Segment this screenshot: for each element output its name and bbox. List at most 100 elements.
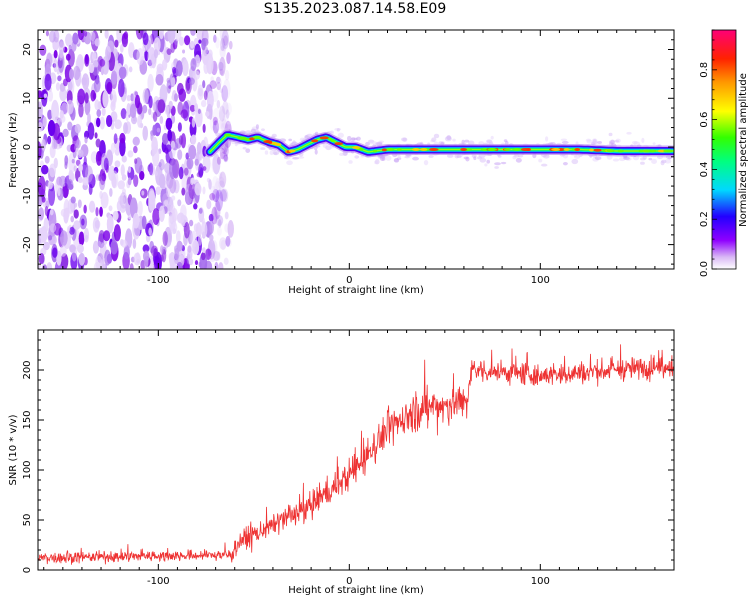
noise-speckle [200,252,206,261]
noise-speckle [110,170,119,189]
noise-speckle [62,128,69,138]
noise-speckle [193,203,198,210]
noise-speckle [99,116,106,130]
noise-speckle [212,153,221,175]
noise-speckle [103,157,109,171]
noise-speckle [224,211,229,220]
spectrogram-xtick-label: -100 [147,275,170,286]
noise-speckle [88,183,93,195]
spectrogram-content [38,30,674,269]
noise-speckle [133,145,138,154]
ridge-hotspot [330,139,336,143]
noise-speckle [225,102,232,116]
noise-speckle [49,163,56,178]
noise-speckle [38,141,42,161]
ridge-halo-speckle [652,142,656,146]
ridge-halo-speckle [292,156,300,160]
noise-speckle [221,122,226,128]
noise-speckle [222,100,229,115]
noise-speckle [206,199,212,210]
ridge-halo-speckle [372,141,378,146]
ridge-halo-speckle [585,138,592,142]
noise-speckle [177,149,183,161]
ridge-halo-speckle [543,154,550,159]
noise-speckle [215,189,224,212]
noise-speckle [155,186,162,195]
noise-speckle [219,189,228,202]
ridge-halo-speckle [314,149,318,155]
noise-speckle [216,156,222,165]
noise-speckle [57,75,62,82]
spectrogram-ytick-label: -10 [22,188,33,204]
ridge-halo-speckle [322,143,328,148]
ridge-hotspot [487,148,498,151]
noise-speckle [67,81,73,91]
ridge-halo-speckle [255,124,259,130]
noise-speckle [212,107,220,123]
noise-speckle [121,155,127,163]
noise-speckle [169,221,178,235]
colorbar-frame [711,29,737,270]
ridge-hotspot [643,149,652,153]
noise-speckle [219,171,227,188]
noise-speckle [47,90,54,102]
ridge-hotspot [520,148,530,151]
noise-speckle [167,129,173,142]
noise-speckle [148,95,153,109]
noise-speckle [121,32,129,48]
ridge-hotspot [352,146,361,150]
noise-speckle [208,240,213,250]
noise-speckle [212,211,220,221]
noise-speckle [167,30,176,44]
ridge-halo-speckle [245,130,252,134]
noise-speckle [88,63,95,74]
noise-speckle [119,44,124,53]
ridge-hotspot [288,149,296,153]
noise-speckle [154,170,158,177]
noise-speckle [152,208,160,226]
noise-speckle [224,70,230,81]
ridge-halo-speckle [486,139,493,143]
noise-speckle [74,123,81,134]
spectrogram-xtick-label: 100 [531,275,550,286]
noise-speckle [198,208,203,214]
noise-speckle [83,227,90,243]
noise-speckle [148,227,152,236]
noise-speckle [48,30,56,43]
ridge-hotspot [589,148,595,152]
ridge-halo-speckle [486,159,491,164]
noise-speckle [64,207,70,219]
noise-speckle [218,172,223,179]
noise-speckle [128,66,133,73]
noise-speckle [223,154,229,163]
noise-speckle [132,238,137,249]
noise-speckle [192,240,200,255]
noise-speckle [222,44,227,52]
noise-speckle [104,30,109,39]
ridge-hotspot [381,148,387,152]
noise-speckle [204,248,212,260]
colorbar-gradient [712,30,736,269]
figure-title: S135.2023.087.14.58.E09 [264,1,447,17]
noise-speckle [219,30,225,41]
ridge-halo-speckle [640,161,645,165]
noise-speckle [165,117,173,131]
noise-speckle [184,35,191,46]
noise-speckle [225,109,230,119]
noise-speckle [43,93,48,99]
noise-speckle [150,245,159,257]
ridge-halo-speckle [351,137,356,141]
noise-speckle [68,152,76,174]
noise-speckle [218,180,225,191]
noise-speckle [94,132,98,139]
noise-speckle [201,38,206,51]
noise-speckle [70,215,75,223]
noise-speckle [142,88,149,104]
noise-speckle [189,219,194,227]
noise-speckle [95,117,101,128]
ridge-halo-speckle [545,136,549,142]
ridge-hotspot [593,148,602,152]
ridge-halo-speckle [374,160,378,165]
colorbar-tick-label: 0.4 [699,161,710,177]
